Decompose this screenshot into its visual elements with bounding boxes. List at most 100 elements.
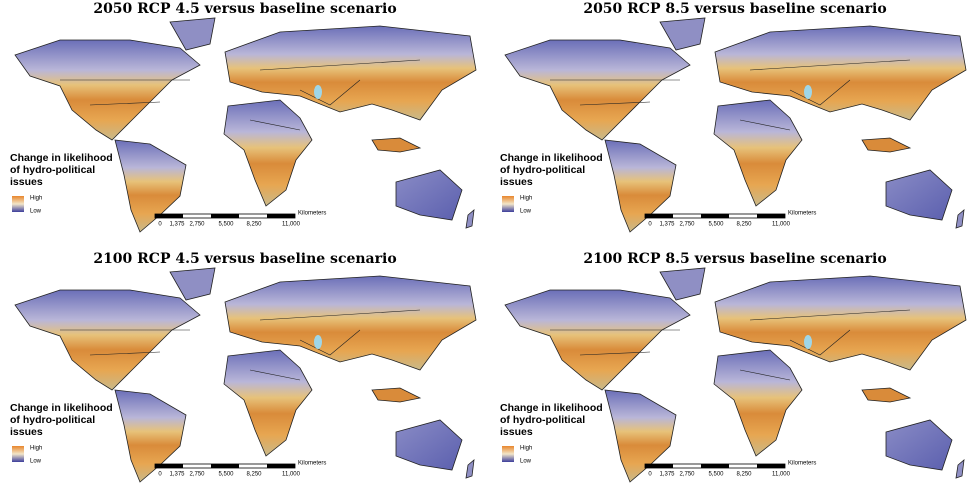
australia (885, 169, 953, 221)
world-map (14, 267, 477, 483)
map-panel: 2050 RCP 4.5 versus baseline scenario Cha… (10, 1, 477, 233)
border (579, 351, 651, 356)
indonesia (861, 137, 912, 153)
scale-label: 11,000 (772, 222, 791, 228)
world-map (504, 17, 967, 233)
border (579, 101, 651, 106)
scale-bar-segment (701, 214, 729, 218)
border (89, 351, 161, 356)
australia (395, 419, 463, 471)
scale-label: 11,000 (772, 472, 791, 478)
legend-title: of hydro-political (10, 164, 95, 176)
legend-colorbar (12, 446, 24, 462)
border (749, 309, 911, 321)
eurasia (714, 25, 967, 121)
legend-colorbar (502, 196, 514, 212)
greenland (169, 267, 216, 301)
scale-label: 11,000 (282, 222, 301, 228)
legend-high: High (520, 196, 532, 202)
scale-bar-segment (155, 464, 183, 468)
border (299, 329, 361, 356)
scale-label: 1,375 (659, 472, 675, 478)
border (259, 309, 421, 321)
panel-title: 2050 RCP 8.5 versus baseline scenario (583, 1, 886, 17)
legend-low: Low (520, 459, 532, 465)
world-map (504, 267, 967, 483)
border (299, 79, 361, 106)
legend-title: issues (500, 426, 533, 438)
north-america (14, 39, 201, 141)
new-zealand (955, 459, 965, 479)
legend-colorbar (502, 446, 514, 462)
legend-low: Low (30, 459, 42, 465)
caspian-sea (804, 335, 812, 349)
scale-bar-segment (757, 214, 785, 218)
legend-title: issues (10, 176, 43, 188)
scale-label: 11,000 (282, 472, 301, 478)
border (249, 119, 301, 131)
legend-title: of hydro-political (500, 164, 585, 176)
scale-bar-segment (757, 464, 785, 468)
north-america (504, 289, 691, 391)
scale-label: 1,375 (659, 222, 675, 228)
africa (713, 349, 803, 457)
scale-label: 5,500 (708, 472, 724, 478)
scale-label: 8,250 (246, 222, 262, 228)
africa (223, 99, 313, 207)
scale-label: 2,750 (679, 222, 695, 228)
legend-title: of hydro-political (10, 414, 95, 426)
caspian-sea (804, 85, 812, 99)
border (89, 101, 161, 106)
scale-label: 8,250 (736, 472, 752, 478)
eurasia (714, 275, 967, 371)
scale-unit: Kilometers (788, 461, 816, 467)
border (749, 59, 911, 71)
scale-bar-segment (701, 464, 729, 468)
legend-title: Change in likelihood (500, 402, 603, 414)
scale-label: 1,375 (169, 472, 185, 478)
scale-bar-segment (211, 464, 239, 468)
legend-title: issues (500, 176, 533, 188)
panel-title: 2100 RCP 4.5 versus baseline scenario (93, 251, 396, 267)
scale-label: 0 (648, 222, 652, 228)
scale-label: 0 (158, 472, 162, 478)
legend-title: issues (10, 426, 43, 438)
legend-low: Low (520, 209, 532, 215)
legend-title: Change in likelihood (10, 152, 113, 164)
legend-title: Change in likelihood (500, 152, 603, 164)
scale-label: 5,500 (708, 222, 724, 228)
scale-label: 0 (648, 472, 652, 478)
north-america (14, 289, 201, 391)
scale-bar-segment (645, 464, 673, 468)
legend-high: High (30, 446, 42, 452)
australia (395, 169, 463, 221)
scale-label: 2,750 (679, 472, 695, 478)
border (789, 79, 851, 106)
map-panel: 2050 RCP 8.5 versus baseline scenario Cha… (500, 1, 967, 233)
new-zealand (465, 459, 475, 479)
map-panel: 2100 RCP 8.5 versus baseline scenario Cha… (500, 251, 967, 483)
indonesia (371, 387, 422, 403)
scale-label: 1,375 (169, 222, 185, 228)
map-panel: 2100 RCP 4.5 versus baseline scenario Cha… (10, 251, 477, 483)
border (249, 369, 301, 381)
panel-title: 2100 RCP 8.5 versus baseline scenario (583, 251, 886, 267)
scale-unit: Kilometers (298, 461, 326, 467)
panel-title: 2050 RCP 4.5 versus baseline scenario (93, 1, 396, 17)
border (739, 119, 791, 131)
greenland (169, 17, 216, 51)
scale-label: 8,250 (736, 222, 752, 228)
caspian-sea (314, 85, 322, 99)
scale-label: 5,500 (218, 222, 234, 228)
scale-label: 5,500 (218, 472, 234, 478)
new-zealand (955, 209, 965, 229)
new-zealand (465, 209, 475, 229)
legend-low: Low (30, 209, 42, 215)
scale-unit: Kilometers (298, 211, 326, 217)
greenland (659, 17, 706, 51)
greenland (659, 267, 706, 301)
scale-bar-segment (267, 214, 295, 218)
world-map (14, 17, 477, 233)
legend-high: High (520, 446, 532, 452)
